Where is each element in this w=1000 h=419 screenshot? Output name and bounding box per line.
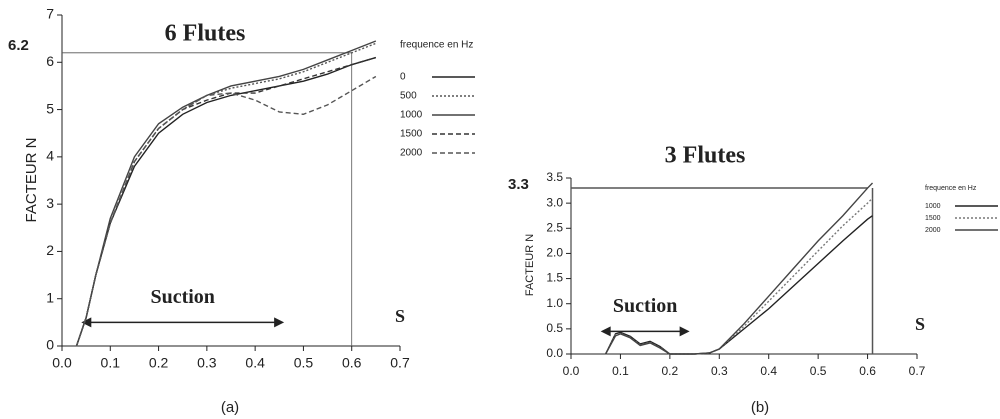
chart-panel: 0.0 0.1 0.2 0.3 0.4 0.5 0.6 0.7 0 1 2 3 4 5 6 7 6 Flutes… bbox=[8, 6, 475, 416]
y-tick-label: 2.5 bbox=[546, 220, 563, 234]
series-line bbox=[604, 182, 874, 355]
legend-title: frequence en Hz bbox=[925, 185, 977, 192]
y-tick-label: 1.0 bbox=[546, 296, 563, 310]
x-tick-label: 0.2 bbox=[662, 364, 679, 378]
x-tick-label: 0.6 bbox=[859, 364, 876, 378]
series-line bbox=[75, 40, 377, 347]
legend-label: 0 bbox=[400, 72, 406, 83]
y-tick-label: 0.0 bbox=[546, 346, 563, 360]
legend-label: 2000 bbox=[400, 148, 423, 159]
x-tick-label: 0.6 bbox=[342, 355, 362, 371]
legend-label: 1500 bbox=[400, 129, 423, 140]
x-tick-label: 0.5 bbox=[294, 355, 314, 371]
y-tick-label: 5 bbox=[46, 100, 54, 116]
arrow-head bbox=[81, 317, 92, 328]
x-tick-label: 0.5 bbox=[810, 364, 827, 378]
caption: (b) bbox=[751, 399, 769, 416]
y-tick-label: 3.5 bbox=[546, 170, 563, 184]
x-tick-label: 0.0 bbox=[563, 364, 580, 378]
y-tick-label: 0 bbox=[46, 337, 54, 353]
y-tick-label: 1.5 bbox=[546, 271, 563, 285]
y-tick-label: 3 bbox=[46, 195, 54, 211]
x-tick-label: 0.7 bbox=[390, 355, 410, 371]
y-tick-label: 2.0 bbox=[546, 246, 563, 260]
arrow-label: Suction bbox=[613, 295, 677, 317]
caption: (a) bbox=[221, 399, 239, 416]
y-tick-label: 7 bbox=[46, 6, 54, 22]
x-tick-label: 0.2 bbox=[149, 355, 169, 371]
y-tick-label: 2 bbox=[46, 242, 54, 258]
y-tick-label: 0.5 bbox=[546, 321, 563, 335]
chart-title: 6 Flutes bbox=[165, 21, 246, 47]
x-tick-label: 0.7 bbox=[909, 364, 926, 378]
arrow-label: Suction bbox=[150, 286, 214, 308]
x-tick-label: 0.4 bbox=[245, 355, 265, 371]
y-axis-label: FACTEUR N bbox=[23, 137, 40, 222]
x-tick-label: 0.1 bbox=[612, 364, 629, 378]
arrow-head bbox=[679, 326, 690, 337]
arrow-head bbox=[600, 326, 611, 337]
series-line bbox=[75, 56, 377, 347]
x-tick-label: 0.4 bbox=[760, 364, 777, 378]
axis-marker: S bbox=[395, 306, 405, 326]
y-tick-label: 6 bbox=[46, 53, 54, 69]
legend-label: 500 bbox=[400, 91, 417, 102]
legend-label: 1000 bbox=[925, 203, 941, 210]
x-tick-label: 0.0 bbox=[52, 355, 72, 371]
chart-title: 3 Flutes bbox=[665, 143, 746, 169]
reference-label: 3.3 bbox=[508, 176, 529, 193]
x-tick-label: 0.3 bbox=[711, 364, 728, 378]
legend-title: frequence en Hz bbox=[400, 40, 473, 51]
x-tick-label: 0.1 bbox=[101, 355, 121, 371]
x-tick-label: 0.3 bbox=[197, 355, 217, 371]
y-tick-label: 4 bbox=[46, 148, 54, 164]
y-axis-label: FACTEUR N bbox=[524, 234, 536, 296]
series-line bbox=[75, 75, 377, 347]
series-line bbox=[604, 197, 874, 355]
chart-panel: 0.0 0.1 0.2 0.3 0.4 0.5 0.6 0.7 0.0 0.5 1.0 1.5 2.0 2… bbox=[508, 143, 998, 416]
y-tick-label: 3.0 bbox=[546, 195, 563, 209]
legend-label: 1000 bbox=[400, 110, 423, 121]
y-tick-label: 1 bbox=[46, 289, 54, 305]
legend-label: 2000 bbox=[925, 227, 941, 234]
legend-label: 1500 bbox=[925, 215, 941, 222]
axis-marker: S bbox=[915, 314, 925, 334]
arrow-head bbox=[274, 317, 285, 328]
series-line bbox=[75, 42, 377, 347]
reference-label: 6.2 bbox=[8, 37, 29, 54]
series-line bbox=[75, 56, 377, 347]
